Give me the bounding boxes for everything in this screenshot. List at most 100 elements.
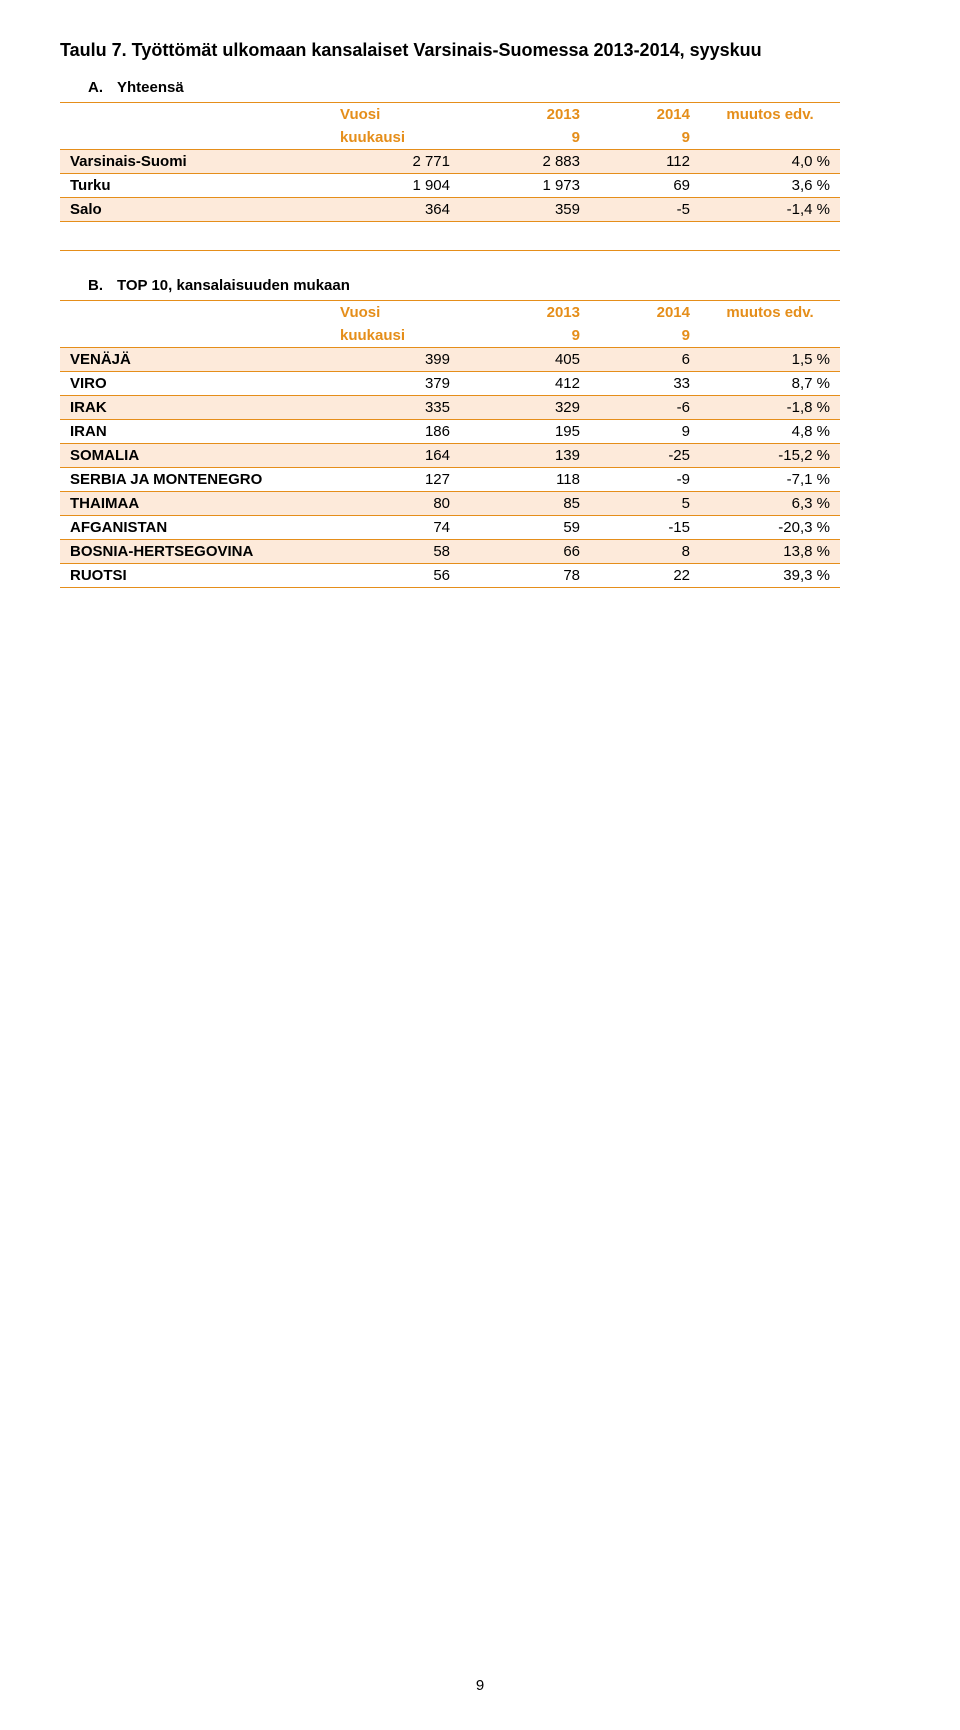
- hdr-m1-b: 9: [460, 324, 590, 348]
- table-row: Salo364359-5-1,4 %: [60, 198, 840, 222]
- row-v2: 85: [460, 492, 590, 516]
- row-label: AFGANISTAN: [60, 516, 330, 540]
- row-v2: 329: [460, 396, 590, 420]
- row-label: RUOTSI: [60, 564, 330, 588]
- section-a-letter: A.: [88, 79, 103, 96]
- row-label: IRAK: [60, 396, 330, 420]
- row-v2: 78: [460, 564, 590, 588]
- hdr-kuukausi-b: kuukausi: [330, 324, 460, 348]
- row-pct: -20,3 %: [700, 516, 840, 540]
- hdr-m2: 9: [590, 126, 700, 150]
- hdr-y2-b: 2014: [590, 301, 700, 325]
- section-a-heading: A. Yhteensä: [60, 79, 910, 96]
- page-title: Taulu 7. Työttömät ulkomaan kansalaiset …: [60, 40, 910, 61]
- row-v1: 127: [330, 468, 460, 492]
- hdr-vuosi-b: Vuosi: [330, 301, 460, 325]
- row-pct: 4,0 %: [700, 150, 840, 174]
- row-v1: 58: [330, 540, 460, 564]
- row-label: Varsinais-Suomi: [60, 150, 330, 174]
- table-row: IRAK335329-6-1,8 %: [60, 396, 840, 420]
- row-pct: -1,4 %: [700, 198, 840, 222]
- row-v1: 164: [330, 444, 460, 468]
- table-row: IRAN18619594,8 %: [60, 420, 840, 444]
- row-v2: 2 883: [460, 150, 590, 174]
- row-label: THAIMAA: [60, 492, 330, 516]
- table-row: VIRO379412338,7 %: [60, 372, 840, 396]
- section-b-heading: B. TOP 10, kansalaisuuden mukaan: [60, 277, 910, 294]
- row-pct: -1,8 %: [700, 396, 840, 420]
- row-label: SERBIA JA MONTENEGRO: [60, 468, 330, 492]
- row-v2: 118: [460, 468, 590, 492]
- hdr-y1-b: 2013: [460, 301, 590, 325]
- row-v1: 364: [330, 198, 460, 222]
- table-row: RUOTSI56782239,3 %: [60, 564, 840, 588]
- table-b: Vuosi 2013 2014 muutos edv. kuukausi 9 9…: [60, 300, 840, 588]
- hdr-vuosi: Vuosi: [330, 103, 460, 127]
- row-diff: 8: [590, 540, 700, 564]
- row-v2: 139: [460, 444, 590, 468]
- table-row: BOSNIA-HERTSEGOVINA5866813,8 %: [60, 540, 840, 564]
- row-v1: 379: [330, 372, 460, 396]
- row-pct: 3,6 %: [700, 174, 840, 198]
- row-v1: 56: [330, 564, 460, 588]
- row-v1: 1 904: [330, 174, 460, 198]
- table-b-header-row-2: kuukausi 9 9: [60, 324, 840, 348]
- table-a: Vuosi 2013 2014 muutos edv. kuukausi 9 9…: [60, 102, 840, 251]
- row-pct: 8,7 %: [700, 372, 840, 396]
- row-v1: 335: [330, 396, 460, 420]
- row-v2: 412: [460, 372, 590, 396]
- row-v1: 2 771: [330, 150, 460, 174]
- row-diff: -9: [590, 468, 700, 492]
- row-pct: -7,1 %: [700, 468, 840, 492]
- hdr-kuukausi: kuukausi: [330, 126, 460, 150]
- row-diff: -6: [590, 396, 700, 420]
- row-label: VIRO: [60, 372, 330, 396]
- row-diff: 69: [590, 174, 700, 198]
- row-pct: 6,3 %: [700, 492, 840, 516]
- row-v2: 59: [460, 516, 590, 540]
- row-label: Salo: [60, 198, 330, 222]
- row-v2: 1 973: [460, 174, 590, 198]
- hdr-muutos-b: muutos edv.: [700, 301, 840, 325]
- row-label: VENÄJÄ: [60, 348, 330, 372]
- row-label: Turku: [60, 174, 330, 198]
- row-label: SOMALIA: [60, 444, 330, 468]
- row-diff: 22: [590, 564, 700, 588]
- row-v1: 74: [330, 516, 460, 540]
- table-a-header-row-1: Vuosi 2013 2014 muutos edv.: [60, 103, 840, 127]
- table-row: SOMALIA164139-25-15,2 %: [60, 444, 840, 468]
- section-b-label: TOP 10, kansalaisuuden mukaan: [117, 277, 350, 294]
- table-row: Turku1 9041 973693,6 %: [60, 174, 840, 198]
- row-pct: 4,8 %: [700, 420, 840, 444]
- row-v1: 186: [330, 420, 460, 444]
- table-row: SERBIA JA MONTENEGRO127118-9-7,1 %: [60, 468, 840, 492]
- table-row: VENÄJÄ39940561,5 %: [60, 348, 840, 372]
- row-pct: 13,8 %: [700, 540, 840, 564]
- hdr-m2-b: 9: [590, 324, 700, 348]
- row-v2: 66: [460, 540, 590, 564]
- row-diff: -5: [590, 198, 700, 222]
- table-b-header-row-1: Vuosi 2013 2014 muutos edv.: [60, 301, 840, 325]
- row-v1: 80: [330, 492, 460, 516]
- row-pct: 1,5 %: [700, 348, 840, 372]
- table-a-blank-row: [60, 222, 840, 251]
- row-diff: -15: [590, 516, 700, 540]
- row-v1: 399: [330, 348, 460, 372]
- row-label: BOSNIA-HERTSEGOVINA: [60, 540, 330, 564]
- row-diff: 112: [590, 150, 700, 174]
- row-diff: 33: [590, 372, 700, 396]
- page: Taulu 7. Työttömät ulkomaan kansalaiset …: [0, 0, 960, 1730]
- page-number: 9: [0, 1677, 960, 1694]
- row-pct: -15,2 %: [700, 444, 840, 468]
- row-v2: 195: [460, 420, 590, 444]
- table-row: Varsinais-Suomi2 7712 8831124,0 %: [60, 150, 840, 174]
- row-diff: 6: [590, 348, 700, 372]
- hdr-y1: 2013: [460, 103, 590, 127]
- row-diff: -25: [590, 444, 700, 468]
- row-v2: 405: [460, 348, 590, 372]
- row-v2: 359: [460, 198, 590, 222]
- row-pct: 39,3 %: [700, 564, 840, 588]
- hdr-y2: 2014: [590, 103, 700, 127]
- row-label: IRAN: [60, 420, 330, 444]
- table-row: AFGANISTAN7459-15-20,3 %: [60, 516, 840, 540]
